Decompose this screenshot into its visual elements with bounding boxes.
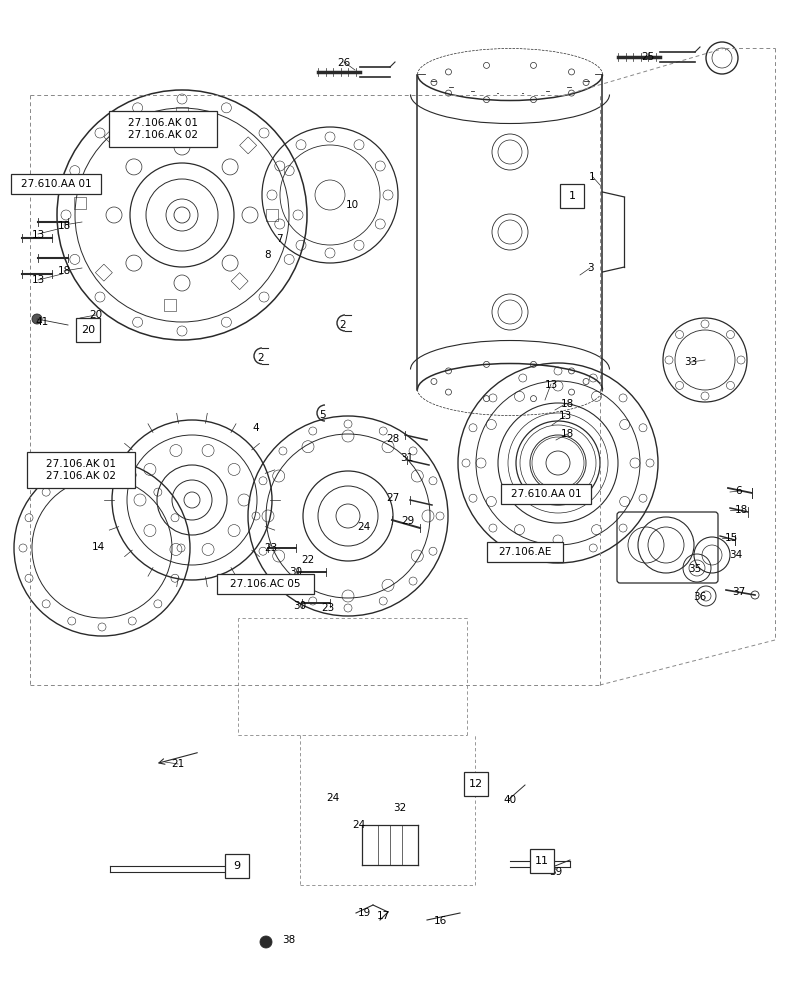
FancyBboxPatch shape bbox=[11, 174, 101, 194]
Text: 30: 30 bbox=[289, 567, 303, 577]
Text: 27.610.AA 01: 27.610.AA 01 bbox=[510, 489, 581, 499]
Text: 40: 40 bbox=[503, 795, 516, 805]
Text: 26: 26 bbox=[337, 58, 350, 68]
Text: 20: 20 bbox=[81, 325, 95, 335]
Text: 20: 20 bbox=[89, 310, 102, 320]
Bar bbox=[95, 264, 112, 281]
Text: 31: 31 bbox=[400, 453, 413, 463]
Text: 15: 15 bbox=[723, 533, 736, 543]
Text: 17: 17 bbox=[376, 911, 389, 921]
Text: 22: 22 bbox=[301, 555, 314, 565]
Bar bbox=[231, 273, 248, 290]
FancyBboxPatch shape bbox=[530, 849, 553, 873]
Text: 18: 18 bbox=[58, 266, 71, 276]
FancyBboxPatch shape bbox=[463, 772, 487, 796]
Bar bbox=[266, 209, 277, 221]
Text: 1: 1 bbox=[568, 191, 575, 201]
Text: 7: 7 bbox=[276, 234, 282, 244]
Text: 13: 13 bbox=[32, 275, 45, 285]
Text: 32: 32 bbox=[393, 803, 406, 813]
FancyBboxPatch shape bbox=[27, 452, 135, 488]
Text: 14: 14 bbox=[92, 542, 105, 552]
Text: 2: 2 bbox=[339, 320, 345, 330]
Text: 1: 1 bbox=[588, 172, 594, 182]
Text: 18: 18 bbox=[58, 221, 71, 231]
FancyBboxPatch shape bbox=[487, 542, 562, 562]
FancyBboxPatch shape bbox=[500, 484, 590, 504]
Text: 27.106.AE: 27.106.AE bbox=[498, 547, 551, 557]
Text: 29: 29 bbox=[401, 516, 414, 526]
Text: 2: 2 bbox=[257, 353, 264, 363]
Text: 11: 11 bbox=[534, 856, 548, 866]
FancyBboxPatch shape bbox=[109, 111, 217, 147]
Text: 10: 10 bbox=[345, 200, 358, 210]
Text: 22: 22 bbox=[297, 587, 311, 597]
Text: 5: 5 bbox=[320, 410, 326, 420]
Text: 19: 19 bbox=[357, 908, 370, 918]
Bar bbox=[104, 128, 121, 145]
Text: 28: 28 bbox=[386, 434, 399, 444]
Text: 23: 23 bbox=[261, 575, 274, 585]
Text: 27.106.AC 05: 27.106.AC 05 bbox=[230, 579, 300, 589]
Text: 38: 38 bbox=[282, 935, 295, 945]
FancyBboxPatch shape bbox=[76, 318, 100, 342]
Text: 41: 41 bbox=[36, 317, 49, 327]
Text: 27.106.AK 01
27.106.AK 02: 27.106.AK 01 27.106.AK 02 bbox=[46, 459, 116, 481]
Text: 25: 25 bbox=[641, 52, 654, 62]
Text: 8: 8 bbox=[264, 250, 271, 260]
FancyBboxPatch shape bbox=[560, 184, 583, 208]
Circle shape bbox=[260, 936, 272, 948]
Text: 21: 21 bbox=[171, 759, 184, 769]
Text: 27: 27 bbox=[386, 493, 399, 503]
Text: 13: 13 bbox=[543, 380, 557, 390]
Text: 30: 30 bbox=[293, 601, 307, 611]
Text: 39: 39 bbox=[549, 867, 562, 877]
Text: 12: 12 bbox=[469, 779, 483, 789]
Text: 23: 23 bbox=[264, 543, 277, 553]
Text: 4: 4 bbox=[252, 423, 259, 433]
Text: 23: 23 bbox=[321, 603, 334, 613]
Text: 37: 37 bbox=[732, 587, 744, 597]
Text: 6: 6 bbox=[735, 486, 741, 496]
FancyBboxPatch shape bbox=[225, 854, 249, 878]
Text: 24: 24 bbox=[357, 522, 370, 532]
Text: 27.610.AA 01: 27.610.AA 01 bbox=[20, 179, 91, 189]
FancyBboxPatch shape bbox=[217, 574, 314, 594]
Bar bbox=[176, 107, 188, 119]
Text: 18: 18 bbox=[560, 429, 573, 439]
Text: 33: 33 bbox=[684, 357, 697, 367]
Bar bbox=[164, 299, 176, 311]
Text: 13: 13 bbox=[558, 411, 571, 421]
Text: 18: 18 bbox=[560, 399, 573, 409]
Bar bbox=[74, 197, 86, 209]
Circle shape bbox=[32, 314, 42, 324]
Bar bbox=[239, 137, 256, 154]
Text: 34: 34 bbox=[728, 550, 742, 560]
Text: 16: 16 bbox=[433, 916, 446, 926]
Text: 9: 9 bbox=[233, 861, 240, 871]
Text: 13: 13 bbox=[32, 230, 45, 240]
Text: 35: 35 bbox=[688, 564, 701, 574]
Text: 27.106.AK 01
27.106.AK 02: 27.106.AK 01 27.106.AK 02 bbox=[128, 118, 198, 140]
Text: 24: 24 bbox=[326, 793, 339, 803]
Text: 36: 36 bbox=[693, 592, 706, 602]
Text: 18: 18 bbox=[733, 505, 747, 515]
Text: 24: 24 bbox=[352, 820, 365, 830]
Text: 3: 3 bbox=[586, 263, 593, 273]
